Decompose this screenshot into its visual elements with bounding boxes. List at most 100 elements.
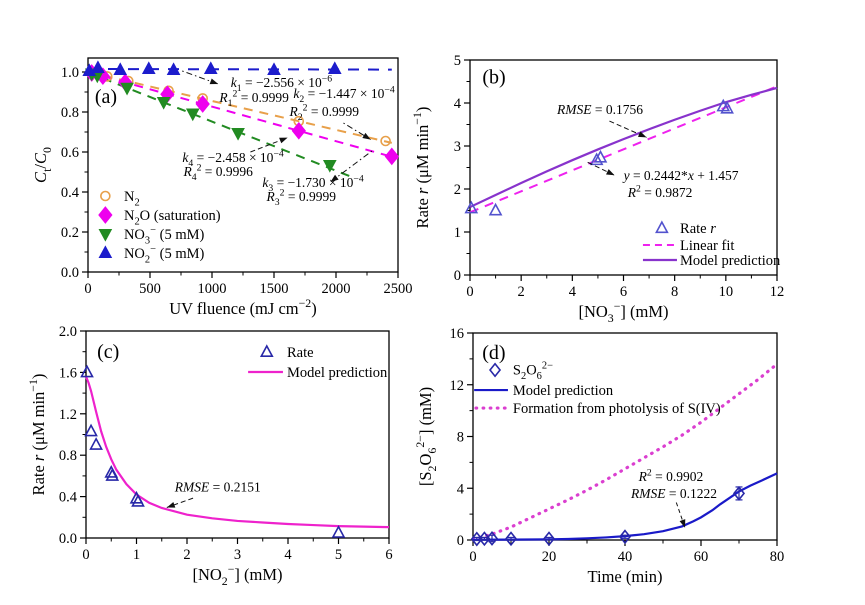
svg-text:S2O62−: S2O62− xyxy=(513,361,553,382)
svg-text:0.8: 0.8 xyxy=(61,105,79,121)
svg-text:1500: 1500 xyxy=(260,281,289,297)
panel-letter: (d) xyxy=(482,342,505,364)
series-model-prediction xyxy=(469,86,778,209)
svg-text:12: 12 xyxy=(450,378,465,394)
annotation-text: R2 = 0.9902 xyxy=(638,467,704,484)
svg-text:R2 = 0.9902: R2 = 0.9902 xyxy=(638,467,704,484)
svg-text:k4 = −2.458 × 10−4: k4 = −2.458 × 10−4 xyxy=(182,148,284,169)
svg-text:6: 6 xyxy=(385,547,392,563)
annotation-arrow xyxy=(675,502,686,528)
svg-text:N2: N2 xyxy=(124,189,140,208)
series-model-prediction xyxy=(84,376,390,529)
svg-text:Formation from photolysis of S: Formation from photolysis of S(IV) xyxy=(513,401,721,417)
svg-text:Rate: Rate xyxy=(287,345,314,361)
svg-text:2: 2 xyxy=(518,284,525,300)
annotation-arrow xyxy=(609,120,647,138)
legend-item: Rate r xyxy=(655,220,716,237)
svg-text:0: 0 xyxy=(457,533,464,549)
annotation-text: k4 = −2.458 × 10−4 xyxy=(182,148,284,169)
svg-text:k1 = −2.556 × 10−6: k1 = −2.556 × 10−6 xyxy=(231,73,333,94)
series-linear-fit xyxy=(469,85,778,214)
svg-text:0.6: 0.6 xyxy=(61,145,79,161)
svg-text:5: 5 xyxy=(335,547,342,563)
svg-text:1.2: 1.2 xyxy=(59,407,77,423)
svg-text:4: 4 xyxy=(454,96,462,112)
panel-letter: (c) xyxy=(97,341,119,363)
svg-text:RMSE = 0.2151: RMSE = 0.2151 xyxy=(174,479,261,494)
svg-text:0.0: 0.0 xyxy=(61,265,79,281)
series-n2o-fit xyxy=(87,71,399,160)
annotation-text: R32 = 0.9999 xyxy=(266,187,337,208)
svg-text:k2 = −1.447 × 10−4: k2 = −1.447 × 10−4 xyxy=(293,84,395,105)
annotation-text: RMSE = 0.1756 xyxy=(556,102,643,117)
svg-text:0: 0 xyxy=(466,284,473,300)
svg-text:NO2− (5 mM): NO2− (5 mM) xyxy=(124,244,205,265)
series-rate-data xyxy=(464,98,734,216)
annotation-text: RMSE = 0.1222 xyxy=(630,486,717,501)
svg-text:2.0: 2.0 xyxy=(59,324,77,340)
panel-d: 0 20 40 60 80 0 4 8 12 16 Time (min) [S2O62−] (mM) (… xyxy=(413,326,784,586)
svg-text:Model prediction: Model prediction xyxy=(513,383,614,399)
svg-text:y = 0.2442*x + 1.457: y = 0.2442*x + 1.457 xyxy=(622,168,739,183)
legend-item: Rate xyxy=(259,344,314,361)
svg-text:20: 20 xyxy=(542,549,557,565)
svg-text:3: 3 xyxy=(234,547,241,563)
svg-text:6: 6 xyxy=(620,284,627,300)
svg-text:0: 0 xyxy=(82,547,89,563)
annotation-text: k3 = −1.730 × 10−4 xyxy=(262,173,364,194)
svg-text:2500: 2500 xyxy=(384,281,413,297)
legend-item: NO2− (5 mM) xyxy=(98,244,205,265)
annotation-text: k1 = −2.556 × 10−6 xyxy=(231,73,333,94)
series-s2o6-data xyxy=(470,485,746,547)
legend-item: S2O62− xyxy=(489,361,553,382)
annotation-text: R2 = 0.9872 xyxy=(627,184,693,201)
svg-text:R32 = 0.9999: R32 = 0.9999 xyxy=(266,187,337,208)
svg-text:4: 4 xyxy=(569,284,577,300)
annotation-arrow xyxy=(182,70,219,85)
svg-text:0.2: 0.2 xyxy=(61,225,79,241)
svg-text:R22 = 0.9999: R22 = 0.9999 xyxy=(288,102,359,123)
annotation-arrow xyxy=(250,137,288,153)
series-no2-fit xyxy=(87,68,392,71)
annotation-text: R22 = 0.9999 xyxy=(288,102,359,123)
svg-text:Model prediction: Model prediction xyxy=(287,365,388,381)
annotation-text: k2 = −1.447 × 10−4 xyxy=(293,84,395,105)
svg-text:8: 8 xyxy=(457,430,464,446)
svg-text:Ct/C0: Ct/C0 xyxy=(31,147,54,183)
svg-text:1.0: 1.0 xyxy=(61,65,79,81)
svg-text:RMSE = 0.1756: RMSE = 0.1756 xyxy=(556,102,643,117)
annotation-arrow xyxy=(166,497,194,508)
legend-item: Model prediction xyxy=(474,383,614,399)
svg-text:UV fluence (mJ cm−2): UV fluence (mJ cm−2) xyxy=(169,296,317,318)
annotation-arrow xyxy=(343,122,371,141)
legend-item: N2 xyxy=(100,189,140,208)
svg-text:0: 0 xyxy=(469,549,476,565)
svg-text:(a): (a) xyxy=(95,86,117,108)
annotation-text: RMSE = 0.2151 xyxy=(174,479,261,494)
svg-text:[S2O62−] (mM): [S2O62−] (mM) xyxy=(413,387,439,486)
svg-text:1.6: 1.6 xyxy=(59,365,77,381)
panel-letter: (a) xyxy=(95,86,117,108)
legend-item: NO3− (5 mM) xyxy=(98,225,205,246)
svg-text:10: 10 xyxy=(719,284,734,300)
svg-text:1000: 1000 xyxy=(198,281,227,297)
svg-text:0.4: 0.4 xyxy=(61,185,80,201)
svg-text:Time (min): Time (min) xyxy=(587,567,662,586)
svg-text:2: 2 xyxy=(183,547,190,563)
legend-item: Model prediction xyxy=(248,365,388,381)
series-n2-fit xyxy=(87,71,393,144)
svg-text:R2 = 0.9872: R2 = 0.9872 xyxy=(627,184,693,201)
svg-text:Model prediction: Model prediction xyxy=(680,253,781,269)
svg-text:1: 1 xyxy=(454,225,461,241)
svg-text:2000: 2000 xyxy=(322,281,351,297)
series-rate-data xyxy=(80,364,346,538)
svg-text:RMSE = 0.1222: RMSE = 0.1222 xyxy=(630,486,717,501)
svg-text:N2O (saturation): N2O (saturation) xyxy=(124,208,221,227)
svg-text:8: 8 xyxy=(671,284,678,300)
svg-text:Linear fit: Linear fit xyxy=(680,238,734,254)
series-n2o-data xyxy=(84,64,399,166)
svg-text:0: 0 xyxy=(454,268,461,284)
series-no2-data xyxy=(82,60,342,77)
svg-text:[NO3−] (mM): [NO3−] (mM) xyxy=(578,299,668,325)
svg-text:(d): (d) xyxy=(482,342,505,364)
